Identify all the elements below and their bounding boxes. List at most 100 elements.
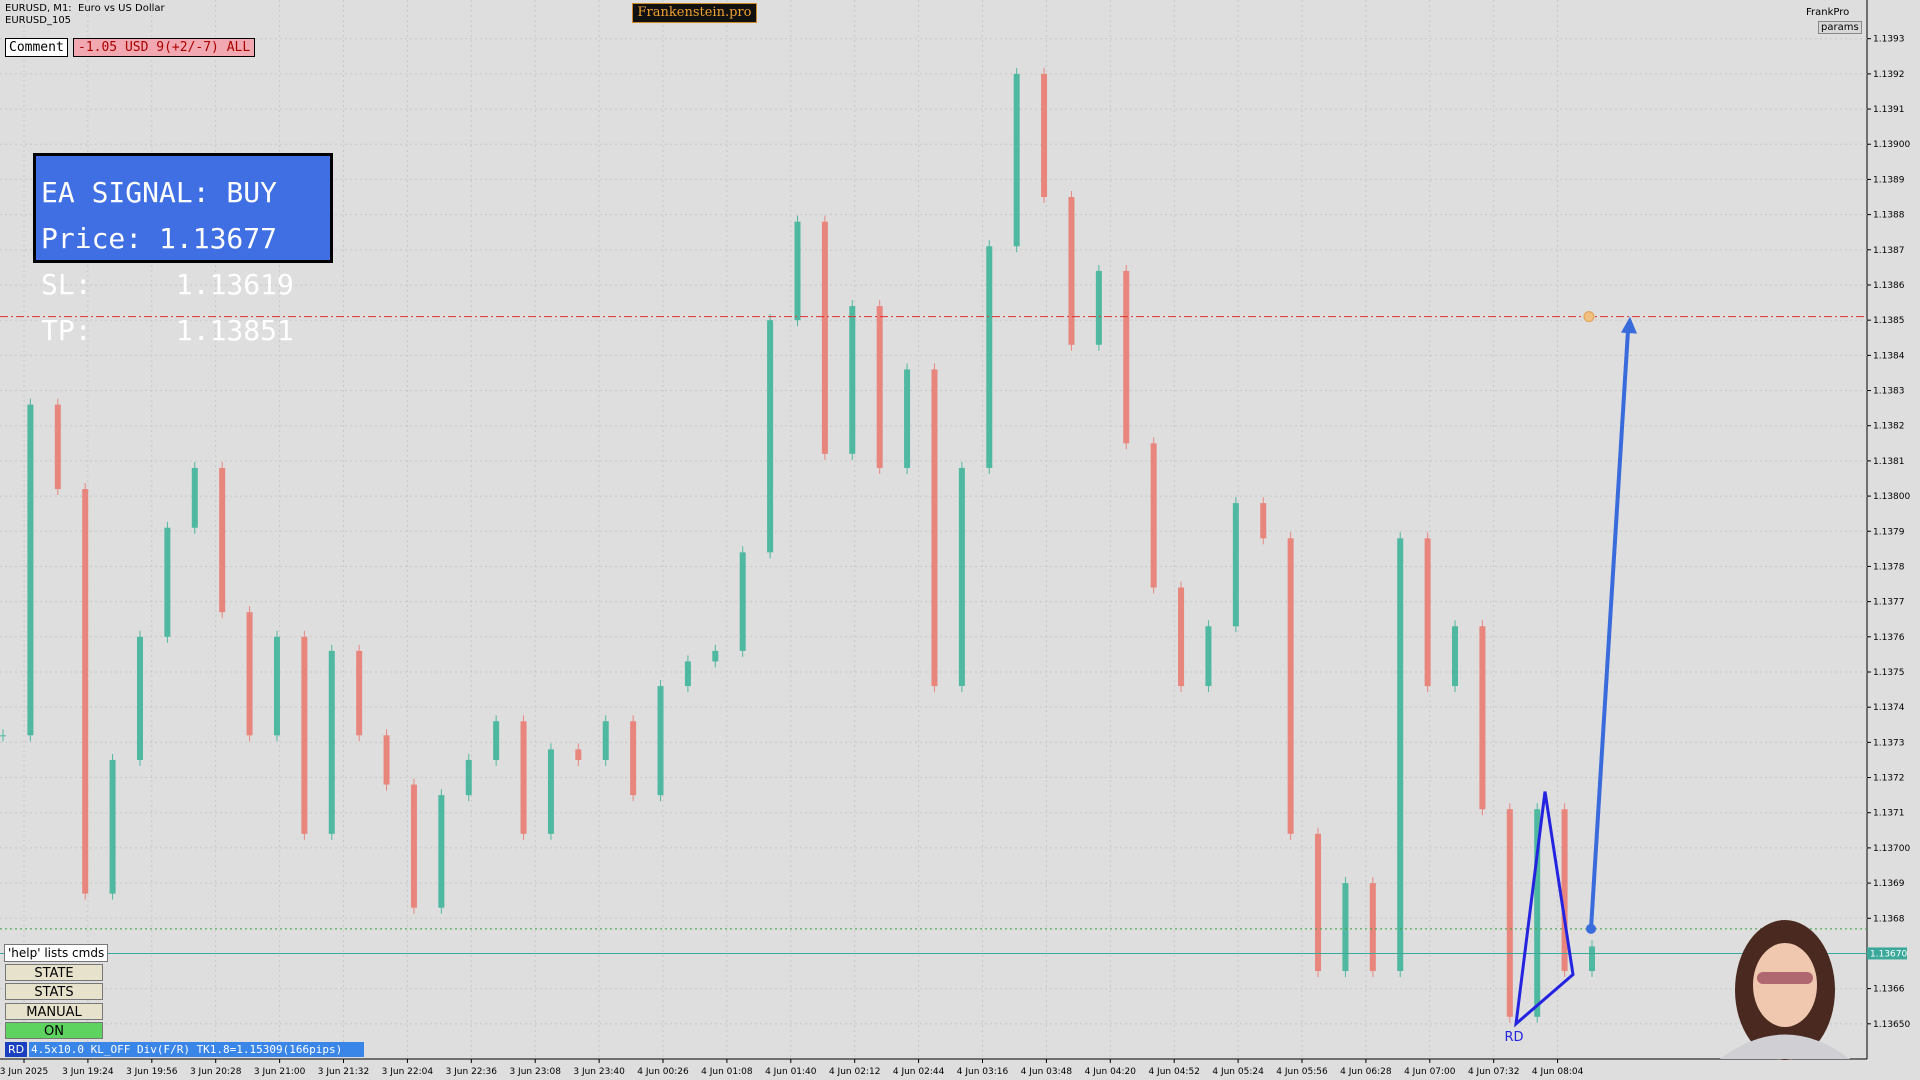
candle	[54, 404, 61, 490]
candle	[547, 749, 554, 834]
manual-button[interactable]: MANUAL	[5, 1003, 103, 1020]
candle	[657, 686, 664, 796]
candle	[931, 369, 938, 687]
candle	[684, 661, 691, 687]
comment-label: Comment	[5, 38, 68, 57]
x-tick-label: 4 Jun 04:20	[1085, 1067, 1137, 1077]
y-tick-label: 1.13700	[1873, 844, 1910, 854]
candle	[1287, 538, 1294, 834]
candle	[27, 404, 34, 736]
x-tick-label: 4 Jun 01:40	[765, 1067, 817, 1077]
avatar-glasses	[1757, 972, 1813, 984]
x-tick-label: 4 Jun 07:00	[1404, 1067, 1456, 1077]
y-tick-label: 1.1379	[1873, 527, 1905, 537]
signal-box: EA SIGNAL: BUY Price: 1.13677 SL: 1.1361…	[33, 153, 333, 345]
candle	[602, 721, 609, 760]
y-tick-label: 1.1372	[1873, 774, 1905, 784]
candle	[876, 306, 883, 468]
candle	[1342, 883, 1349, 972]
y-tick-label: 1.1385	[1873, 316, 1905, 326]
candle	[1068, 197, 1075, 345]
pattern-label: RD	[1504, 1030, 1523, 1045]
y-tick-label: 1.1388	[1873, 211, 1905, 221]
bid-label-box	[1867, 947, 1907, 960]
y-tick-label: 1.13800	[1873, 492, 1910, 502]
y-tick-label: 1.1371	[1873, 809, 1905, 819]
y-tick-label: 1.1374	[1873, 703, 1905, 713]
candle	[383, 735, 390, 785]
candle	[712, 650, 719, 662]
x-tick-label: 3 Jun 19:56	[126, 1067, 178, 1077]
candle	[1041, 73, 1048, 198]
candle	[1232, 503, 1239, 627]
x-tick-label: 3 Jun 22:04	[382, 1067, 434, 1077]
candle	[410, 784, 417, 908]
y-tick-label: 1.1381	[1873, 457, 1905, 467]
y-tick-label: 1.1386	[1873, 281, 1905, 291]
candle	[1205, 626, 1212, 687]
candle	[1534, 809, 1541, 1017]
y-tick-label: 1.13650	[1873, 1020, 1910, 1030]
x-tick-label: 3 Jun 20:28	[190, 1067, 242, 1077]
candle	[1150, 443, 1157, 588]
x-tick-label: 3 Jun 21:32	[318, 1067, 369, 1077]
y-tick-label: 1.1377	[1873, 598, 1905, 608]
target-arrow	[1589, 330, 1630, 929]
y-tick-label: 1.1392	[1873, 70, 1905, 80]
signal-line: Price: 1.13677	[41, 222, 278, 255]
state-button[interactable]: STATE	[5, 964, 103, 981]
pattern	[1514, 791, 1575, 1028]
candle	[1397, 538, 1404, 972]
x-tick-label: 3 Jun 19:24	[62, 1067, 114, 1077]
profile: FrankPro	[1806, 7, 1850, 18]
candle	[136, 636, 143, 760]
candle	[739, 552, 746, 651]
brand: Frankenstein.pro	[632, 3, 757, 23]
x-tick-label: 3 Jun 23:08	[509, 1067, 561, 1077]
candle	[821, 221, 828, 454]
y-tick-label: 1.1391	[1873, 105, 1905, 115]
on-button[interactable]: ON	[5, 1022, 103, 1039]
y-tick-label: 1.1378	[1873, 562, 1905, 572]
candle	[986, 246, 993, 468]
params-button[interactable]: params	[1818, 21, 1862, 34]
candle	[328, 650, 335, 834]
candle	[1506, 809, 1513, 1017]
signal-line: TP: 1.13851	[41, 314, 294, 347]
avatar-face	[1753, 943, 1817, 1027]
x-tick-label: 4 Jun 06:28	[1340, 1067, 1392, 1077]
candle	[1369, 883, 1376, 972]
y-tick-label: 1.1387	[1873, 246, 1905, 256]
y-tick-label: 1.1366	[1873, 985, 1905, 995]
arrow-head	[1621, 316, 1637, 334]
candle	[1589, 946, 1595, 972]
candle	[1424, 538, 1431, 687]
x-tick-label: 3 Jun 23:40	[573, 1067, 625, 1077]
x-tick-label: 4 Jun 03:48	[1021, 1067, 1073, 1077]
status-tag: RD	[5, 1042, 27, 1057]
entry-marker	[1586, 923, 1596, 934]
account: EURUSD_105	[5, 15, 72, 26]
x-tick-label: 4 Jun 05:24	[1212, 1067, 1264, 1077]
candle	[465, 759, 472, 796]
y-tick-label: 1.1393	[1873, 35, 1905, 45]
candle	[958, 467, 965, 687]
signal-line: SL: 1.13619	[41, 268, 294, 301]
candle	[164, 527, 171, 637]
stats-button[interactable]: STATS	[5, 983, 103, 1000]
x-tick-label: 4 Jun 08:04	[1532, 1067, 1584, 1077]
candle	[1452, 626, 1459, 687]
candle	[794, 221, 801, 321]
y-tick-label: 1.1382	[1873, 422, 1905, 432]
bid-label: 1.13670	[1870, 949, 1907, 959]
candle	[82, 489, 89, 894]
candle	[1178, 587, 1185, 687]
y-tick-label: 1.1389	[1873, 175, 1905, 185]
candle	[520, 721, 527, 834]
candle	[575, 749, 582, 760]
y-tick-label: 1.1383	[1873, 387, 1905, 397]
candle	[301, 636, 308, 834]
x-tick-label: 4 Jun 03:16	[957, 1067, 1009, 1077]
candle	[356, 650, 363, 736]
